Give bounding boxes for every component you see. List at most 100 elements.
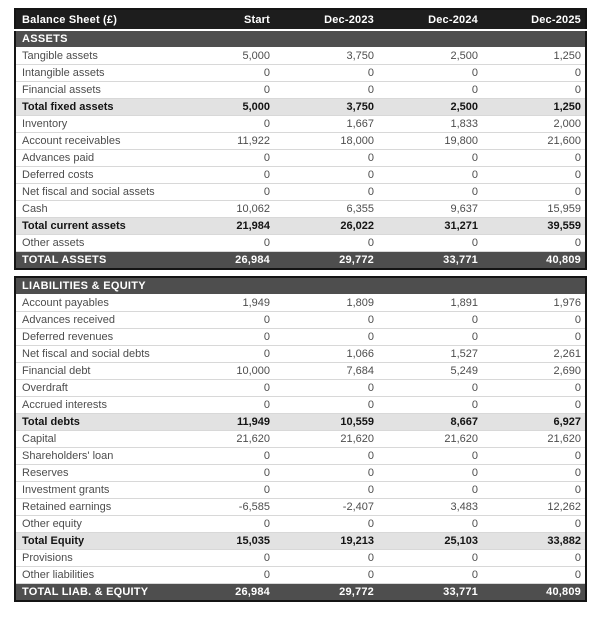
cell-value: 0 (482, 515, 586, 533)
row-label: Reserves (15, 464, 170, 482)
table-row: Inventory 0 1,667 1,833 2,000 (15, 115, 586, 133)
cell-value: 0 (170, 115, 274, 133)
table-row: Other liabilities 0 0 0 0 (15, 566, 586, 584)
row-label: Accrued interests (15, 396, 170, 414)
cell-value: 0 (482, 396, 586, 414)
cell-value: 1,976 (482, 294, 586, 312)
table-row: Other assets 0 0 0 0 (15, 234, 586, 252)
row-label: Overdraft (15, 379, 170, 397)
row-label: Account payables (15, 294, 170, 312)
cell-value: 0 (378, 149, 482, 167)
row-label: Total Equity (15, 532, 170, 550)
cell-value: 0 (170, 345, 274, 363)
cell-value: 0 (482, 549, 586, 567)
cell-value: 0 (482, 447, 586, 465)
cell-value: 1,833 (378, 115, 482, 133)
cell-value: 0 (378, 379, 482, 397)
row-label: Total fixed assets (15, 98, 170, 116)
table-row: Other equity 0 0 0 0 (15, 515, 586, 533)
cell-value: 33,771 (378, 251, 482, 269)
cell-value: 2,500 (378, 47, 482, 65)
table-title: Balance Sheet (£) (15, 9, 170, 31)
table-row: Advances paid 0 0 0 0 (15, 149, 586, 167)
table-row: Account receivables 11,922 18,000 19,800 21,… (15, 132, 586, 150)
cell-value: 26,022 (274, 217, 378, 235)
table-row: Deferred costs 0 0 0 0 (15, 166, 586, 184)
cell-value: 29,772 (274, 583, 378, 601)
row-label: Advances received (15, 311, 170, 329)
table-row: Financial debt 10,000 7,684 5,249 2,690 (15, 362, 586, 380)
row-label: Intangible assets (15, 64, 170, 82)
cell-value: 0 (274, 81, 378, 99)
cell-value: 0 (274, 64, 378, 82)
cell-value: -6,585 (170, 498, 274, 516)
row-label: Total debts (15, 413, 170, 431)
row-label: Deferred costs (15, 166, 170, 184)
cell-value: 0 (378, 234, 482, 252)
cell-value: 0 (482, 183, 586, 201)
cell-value: 1,250 (482, 98, 586, 116)
grand-total-label: TOTAL LIAB. & EQUITY (15, 583, 170, 601)
table-row: Deferred revenues 0 0 0 0 (15, 328, 586, 346)
cell-value: 0 (274, 379, 378, 397)
cell-value: 21,620 (378, 430, 482, 448)
cell-value: 8,667 (378, 413, 482, 431)
row-label: Other equity (15, 515, 170, 533)
cell-value: 21,620 (482, 430, 586, 448)
cell-value: 0 (482, 464, 586, 482)
section-header-row: ASSETS (15, 30, 586, 48)
table-row: Capital 21,620 21,620 21,620 21,620 (15, 430, 586, 448)
cell-value: 0 (378, 396, 482, 414)
cell-value: 18,000 (274, 132, 378, 150)
cell-value: 0 (482, 149, 586, 167)
cell-value: 0 (274, 234, 378, 252)
row-label: Other assets (15, 234, 170, 252)
cell-value: 3,750 (274, 98, 378, 116)
cell-value: 0 (378, 81, 482, 99)
table-row: Accrued interests 0 0 0 0 (15, 396, 586, 414)
cell-value: 0 (170, 166, 274, 184)
cell-value: 10,062 (170, 200, 274, 218)
cell-value: 0 (274, 149, 378, 167)
cell-value: 0 (274, 311, 378, 329)
cell-value: 11,949 (170, 413, 274, 431)
cell-value: -2,407 (274, 498, 378, 516)
cell-value: 0 (482, 481, 586, 499)
assets-table: Balance Sheet (£) Start Dec-2023 Dec-202… (14, 8, 587, 270)
cell-value: 0 (482, 379, 586, 397)
cell-value: 19,213 (274, 532, 378, 550)
cell-value: 15,035 (170, 532, 274, 550)
cell-value: 2,500 (378, 98, 482, 116)
row-label: Deferred revenues (15, 328, 170, 346)
cell-value: 0 (378, 64, 482, 82)
row-label: Other liabilities (15, 566, 170, 584)
cell-value: 0 (274, 464, 378, 482)
column-header-start: Start (170, 9, 274, 31)
section-header-row: LIABILITIES & EQUITY (15, 277, 586, 295)
cell-value: 5,249 (378, 362, 482, 380)
cell-value: 0 (170, 379, 274, 397)
cell-value: 12,262 (482, 498, 586, 516)
table-row: Shareholders' loan 0 0 0 0 (15, 447, 586, 465)
row-label: Investment grants (15, 481, 170, 499)
subtotal-row: Total current assets 21,984 26,022 31,271 39… (15, 217, 586, 235)
cell-value: 0 (170, 447, 274, 465)
cell-value: 7,684 (274, 362, 378, 380)
cell-value: 21,620 (274, 430, 378, 448)
cell-value: 11,922 (170, 132, 274, 150)
table-row: Overdraft 0 0 0 0 (15, 379, 586, 397)
cell-value: 0 (274, 447, 378, 465)
cell-value: 1,809 (274, 294, 378, 312)
cell-value: 0 (170, 515, 274, 533)
row-label: Retained earnings (15, 498, 170, 516)
table-row: Investment grants 0 0 0 0 (15, 481, 586, 499)
cell-value: 29,772 (274, 251, 378, 269)
cell-value: 0 (274, 396, 378, 414)
cell-value: 0 (170, 81, 274, 99)
cell-value: 40,809 (482, 251, 586, 269)
cell-value: 39,559 (482, 217, 586, 235)
cell-value: 0 (482, 566, 586, 584)
subtotal-row: Total debts 11,949 10,559 8,667 6,927 (15, 413, 586, 431)
cell-value: 0 (482, 234, 586, 252)
cell-value: 0 (170, 328, 274, 346)
